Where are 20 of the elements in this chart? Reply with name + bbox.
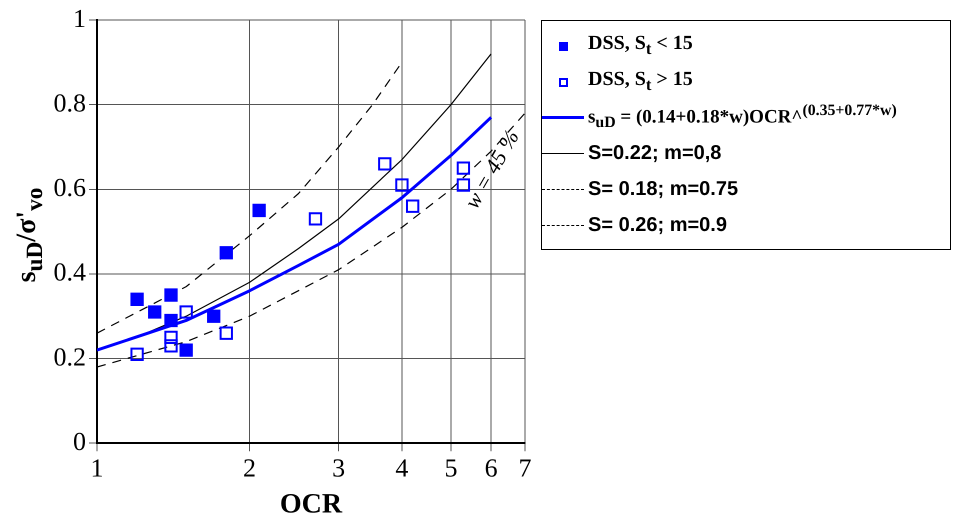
y-tick-label: 0.6 <box>54 173 86 202</box>
y-tick-label: 1 <box>73 4 86 33</box>
y-tick-label: 0.4 <box>54 258 86 287</box>
legend-label: DSS, S$_{t}$ > 15 <box>588 68 693 94</box>
x-tick-label: 5 <box>444 454 458 483</box>
x-tick-label: 6 <box>484 454 498 483</box>
legend-label: S=0.22; m=0,8 <box>588 142 722 164</box>
y-tick-label: 0.2 <box>54 342 86 372</box>
legend-label: s$_{uD}$ = (0.14+0.18*w)OCR^$^{(0.35+0.77*w)}$ <box>588 102 897 132</box>
x-axis-title: OCR <box>280 488 343 520</box>
y-tick-label: 0 <box>73 427 86 456</box>
x-tick-label: 3 <box>332 454 346 483</box>
x-tick-label: 4 <box>395 454 408 483</box>
y-tick-label: 0.8 <box>54 88 86 118</box>
legend-label: S= 0.26; m=0.9 <box>588 214 727 236</box>
annotation: w = 45 % <box>459 125 524 213</box>
legend-label: DSS, S$_{t}$ < 15 <box>588 32 693 58</box>
x-tick-label: 7 <box>518 454 532 483</box>
x-tick-label: 2 <box>242 454 256 483</box>
legend-label: S= 0.18; m=0.75 <box>588 178 738 200</box>
